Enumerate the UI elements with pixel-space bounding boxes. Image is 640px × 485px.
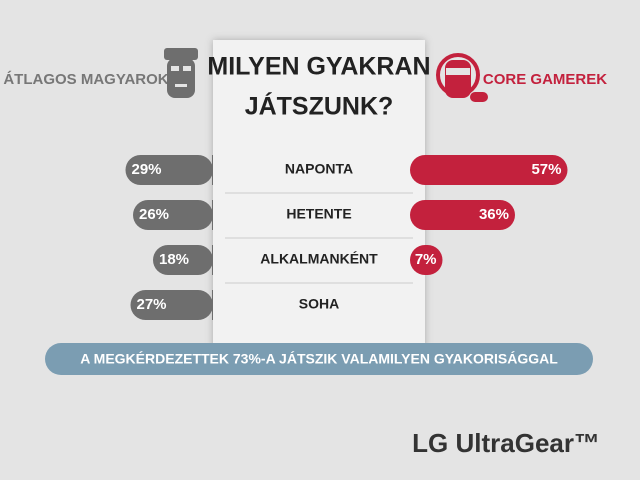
value-label: 26%	[139, 206, 169, 223]
bar	[133, 200, 213, 230]
bar	[410, 245, 443, 275]
bar-edge	[212, 155, 213, 185]
bar-edge	[212, 245, 213, 275]
bar	[130, 290, 213, 320]
center-panel	[213, 40, 425, 350]
chart-title: JÁTSZUNK?	[245, 92, 394, 121]
category-label: SOHA	[299, 296, 339, 312]
bar	[410, 200, 515, 230]
category-label: HETENTE	[286, 206, 351, 222]
category-label: ALKALMANKÉNT	[260, 251, 378, 267]
value-label: 57%	[531, 161, 561, 178]
value-label: 36%	[479, 206, 509, 223]
category-label: NAPONTA	[285, 161, 353, 177]
chart-title: MILYEN GYAKRAN	[207, 53, 430, 81]
legend-label: ÁTLAGOS MAGYAROK	[3, 71, 168, 88]
bar	[125, 155, 213, 185]
bar-edge	[212, 290, 213, 320]
bar	[410, 155, 568, 185]
gamer-icon-right	[436, 53, 488, 102]
brand: LG UltraGear™	[412, 428, 600, 458]
bar-edge	[212, 200, 213, 230]
note-banner	[45, 343, 593, 375]
gamer-icon-left	[164, 48, 198, 98]
value-label: 18%	[159, 251, 189, 268]
value-label: 29%	[132, 161, 162, 178]
bar	[153, 245, 213, 275]
note: A MEGKÉRDEZETTEK 73%-A JÁTSZIK VALAMILYE…	[80, 351, 558, 367]
value-label: 27%	[137, 296, 167, 313]
value-label: 7%	[415, 251, 437, 268]
legend-label: CORE GAMEREK	[483, 71, 607, 88]
